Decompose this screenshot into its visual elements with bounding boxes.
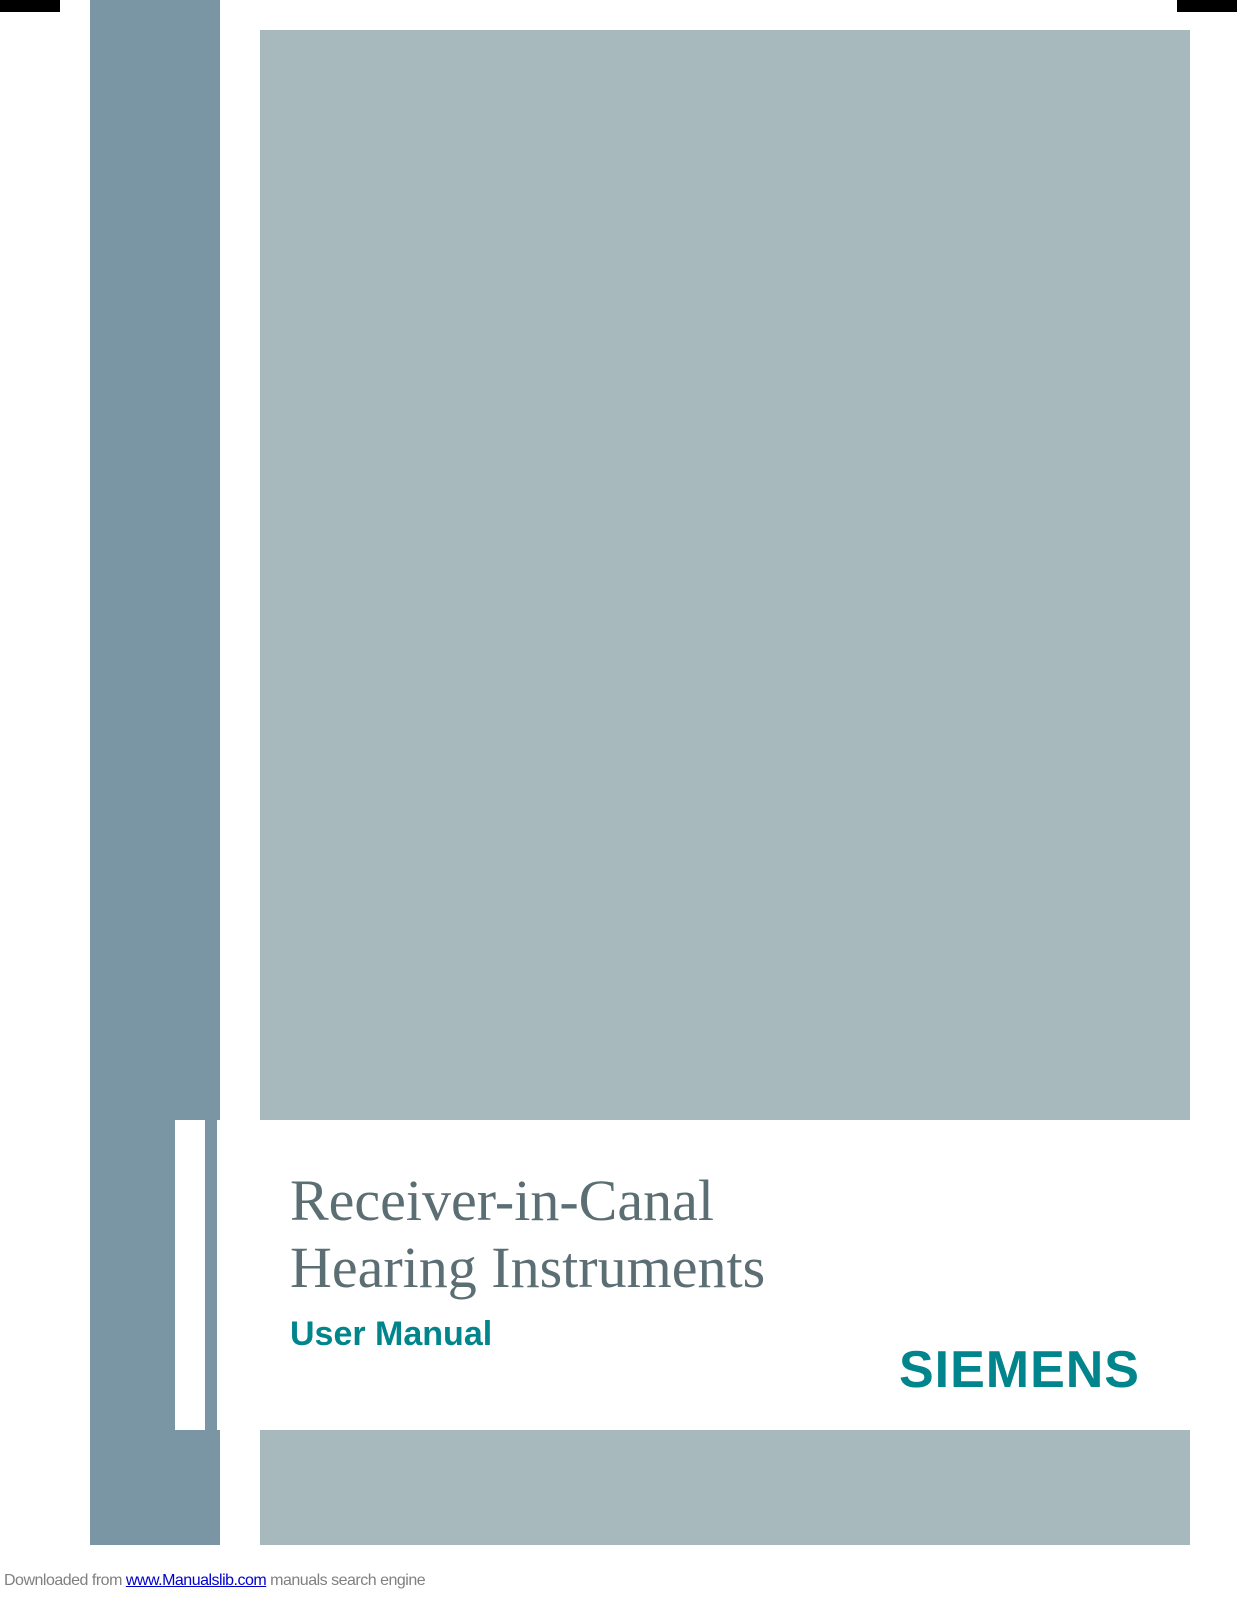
footer-attribution: Downloaded from www.Manualslib.com manua… <box>4 1572 425 1590</box>
title-line-1: Receiver-in-Canal <box>290 1168 1140 1235</box>
corner-mark-top-right <box>1177 0 1237 12</box>
brand-logo-text: SIEMENS <box>899 1340 1140 1400</box>
title-card-group: Receiver-in-Canal Hearing Instruments Us… <box>175 1120 1190 1430</box>
footer-prefix: Downloaded from <box>4 1572 126 1589</box>
corner-mark-top-left <box>0 0 60 12</box>
title-line-2: Hearing Instruments <box>290 1235 1140 1302</box>
footer-link[interactable]: www.Manualslib.com <box>126 1572 266 1589</box>
accent-bar-narrow <box>217 1120 229 1430</box>
title-card: Receiver-in-Canal Hearing Instruments Us… <box>240 1120 1190 1430</box>
accent-bar-wide <box>175 1120 205 1430</box>
footer-suffix: manuals search engine <box>266 1572 425 1589</box>
